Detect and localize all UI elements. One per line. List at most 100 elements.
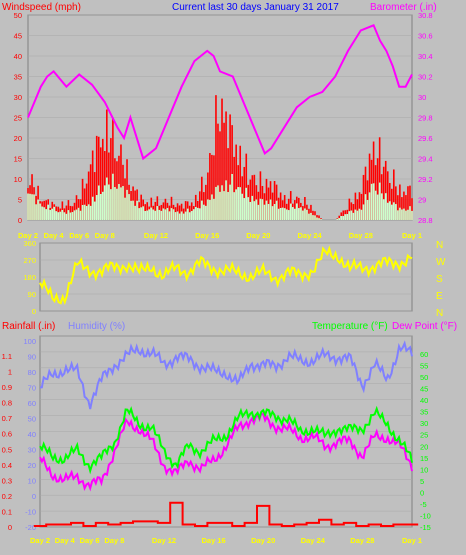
temperature-tick-label: 50 (420, 373, 428, 382)
barometer-tick-label: 30.2 (418, 73, 433, 82)
rainfall-tick-label: 0.6 (2, 430, 12, 439)
rainfall-tick-label: 0.7 (2, 414, 12, 423)
humidity-tick-label: 40 (28, 430, 36, 439)
wind-tick-label: 10 (14, 175, 22, 184)
dewpoint-axis-title: Dew Point (°F) (392, 321, 457, 332)
rainfall-tick-label: 0.9 (2, 383, 12, 392)
barometer-tick-label: 29.2 (418, 175, 433, 184)
lower-x-ticks: Day 2 Day 4 Day 6 Day 8 Day 12 Day 16 Day 20 Da… (30, 536, 422, 545)
humidity-tick-label: 80 (28, 368, 36, 377)
compass-label: W (436, 257, 446, 268)
barometer-tick-label: 29 (418, 196, 426, 205)
x-tick-label: Day 2 (18, 231, 38, 240)
direction-tick-label: 270 (23, 256, 36, 265)
temperature-y-ticks: -15 -10 -5 0 5 10 15 20 25 30 35 40 45 50 55 60 (420, 350, 431, 532)
x-tick-label: Day 20 (251, 536, 275, 545)
temperature-tick-label: 40 (420, 396, 428, 405)
direction-tick-label: 0 (32, 307, 36, 316)
x-tick-label: Day 8 (95, 231, 115, 240)
wind-tick-label: 15 (14, 155, 22, 164)
humidity-tick-label: 10 (28, 477, 36, 486)
temperature-tick-label: 0 (420, 488, 424, 497)
humidity-tick-label: 90 (28, 353, 36, 362)
x-tick-label: Day 1 (402, 536, 422, 545)
rainfall-tick-label: 1.1 (2, 352, 12, 361)
barometer-line (27, 24, 413, 161)
humidity-tick-label: 100 (23, 337, 36, 346)
rainfall-y-ticks: 0 0.1 0.2 0.3 0.4 0.5 0.6 0.7 0.8 0.9 1 1.1 (2, 352, 12, 532)
wind-tick-label: 35 (14, 73, 22, 82)
humidity-tick-label: 50 (28, 415, 36, 424)
barometer-tick-label: 29.8 (418, 114, 433, 123)
temperature-tick-label: 60 (420, 350, 428, 359)
temperature-tick-label: 5 (420, 477, 424, 486)
chart-title: Current last 30 days January 31 2017 (172, 2, 339, 13)
rainfall-tick-label: 0.2 (2, 492, 12, 501)
x-tick-label: Day 6 (69, 231, 89, 240)
wind-tick-label: 5 (18, 196, 22, 205)
wind-tick-label: 50 (14, 11, 22, 20)
direction-tick-label: 180 (23, 273, 36, 282)
rainfall-axis-title: Rainfall (.in) (2, 321, 55, 332)
wind-direction-line (39, 245, 413, 306)
temperature-tick-label: -15 (420, 523, 431, 532)
wind-tick-label: 25 (14, 114, 22, 123)
wind-tick-label: 0 (18, 216, 22, 225)
lower-plot (33, 340, 419, 527)
lower-gridlines (40, 335, 412, 528)
barometer-tick-label: 29.6 (418, 134, 433, 143)
direction-y-ticks: 0 90 180 270 360 (23, 239, 36, 316)
temperature-tick-label: 35 (420, 408, 428, 417)
rainfall-tick-label: 0.8 (2, 399, 12, 408)
x-tick-label: Day 4 (55, 536, 76, 545)
x-tick-label: Day 24 (298, 231, 323, 240)
rainfall-tick-label: 1 (8, 368, 12, 377)
direction-tick-label: 90 (28, 290, 36, 299)
barometer-tick-label: 30 (418, 93, 426, 102)
temperature-axis-title: Temperature (°F) (312, 321, 388, 332)
barometer-tick-label: 30.4 (418, 52, 433, 61)
windspeed-axis-title: Windspeed (mph) (2, 2, 81, 13)
wind-tick-label: 45 (14, 32, 22, 41)
wind-x-ticks: Day 2 Day 4 Day 6 Day 8 Day 12 Day 16 Day 20 Da… (18, 231, 422, 240)
rainfall-tick-label: 0.4 (2, 461, 12, 470)
wind-plot (27, 24, 413, 220)
rainfall-tick-label: 0.5 (2, 445, 12, 454)
barometer-axis-title: Barometer (.in) (370, 2, 437, 13)
x-tick-label: Day 2 (30, 536, 50, 545)
dewpoint-line (39, 412, 413, 492)
temperature-tick-label: -5 (420, 500, 427, 509)
compass-label: N (436, 240, 443, 251)
barometer-tick-label: 28.8 (418, 216, 433, 225)
x-tick-label: Day 16 (195, 231, 219, 240)
x-tick-label: Day 8 (104, 536, 124, 545)
direction-plot (39, 245, 413, 306)
x-tick-label: Day 28 (349, 231, 373, 240)
compass-label: E (436, 291, 443, 302)
compass-label: N (436, 308, 443, 319)
barometer-y-ticks: 28.8 29 29.2 29.4 29.6 29.8 30 30.2 30.4 30.6 30.8 (418, 11, 433, 225)
temperature-tick-label: 55 (420, 362, 428, 371)
humidity-tick-label: 0 (32, 492, 36, 501)
rainfall-tick-label: 0.3 (2, 476, 12, 485)
x-tick-label: Day 6 (80, 536, 100, 545)
wind-tick-label: 20 (14, 134, 22, 143)
humidity-tick-label: 60 (28, 399, 36, 408)
temperature-tick-label: 45 (420, 385, 428, 394)
x-tick-label: Day 4 (44, 231, 65, 240)
x-tick-label: Day 28 (350, 536, 374, 545)
wind-tick-label: 40 (14, 52, 22, 61)
humidity-tick-label: -10 (25, 508, 36, 517)
rainfall-line (33, 501, 419, 527)
humidity-axis-title: Humidity (%) (68, 321, 125, 332)
wind-y-ticks: 0 5 10 15 20 25 30 35 40 45 50 (14, 11, 22, 225)
humidity-tick-label: -20 (25, 523, 36, 532)
x-tick-label: Day 16 (202, 536, 226, 545)
temperature-tick-label: 30 (420, 419, 428, 428)
temperature-tick-label: 10 (420, 465, 428, 474)
compass-label: S (436, 274, 443, 285)
humidity-y-ticks: -20 -10 0 10 20 30 40 50 60 70 80 90 100 (23, 337, 36, 532)
